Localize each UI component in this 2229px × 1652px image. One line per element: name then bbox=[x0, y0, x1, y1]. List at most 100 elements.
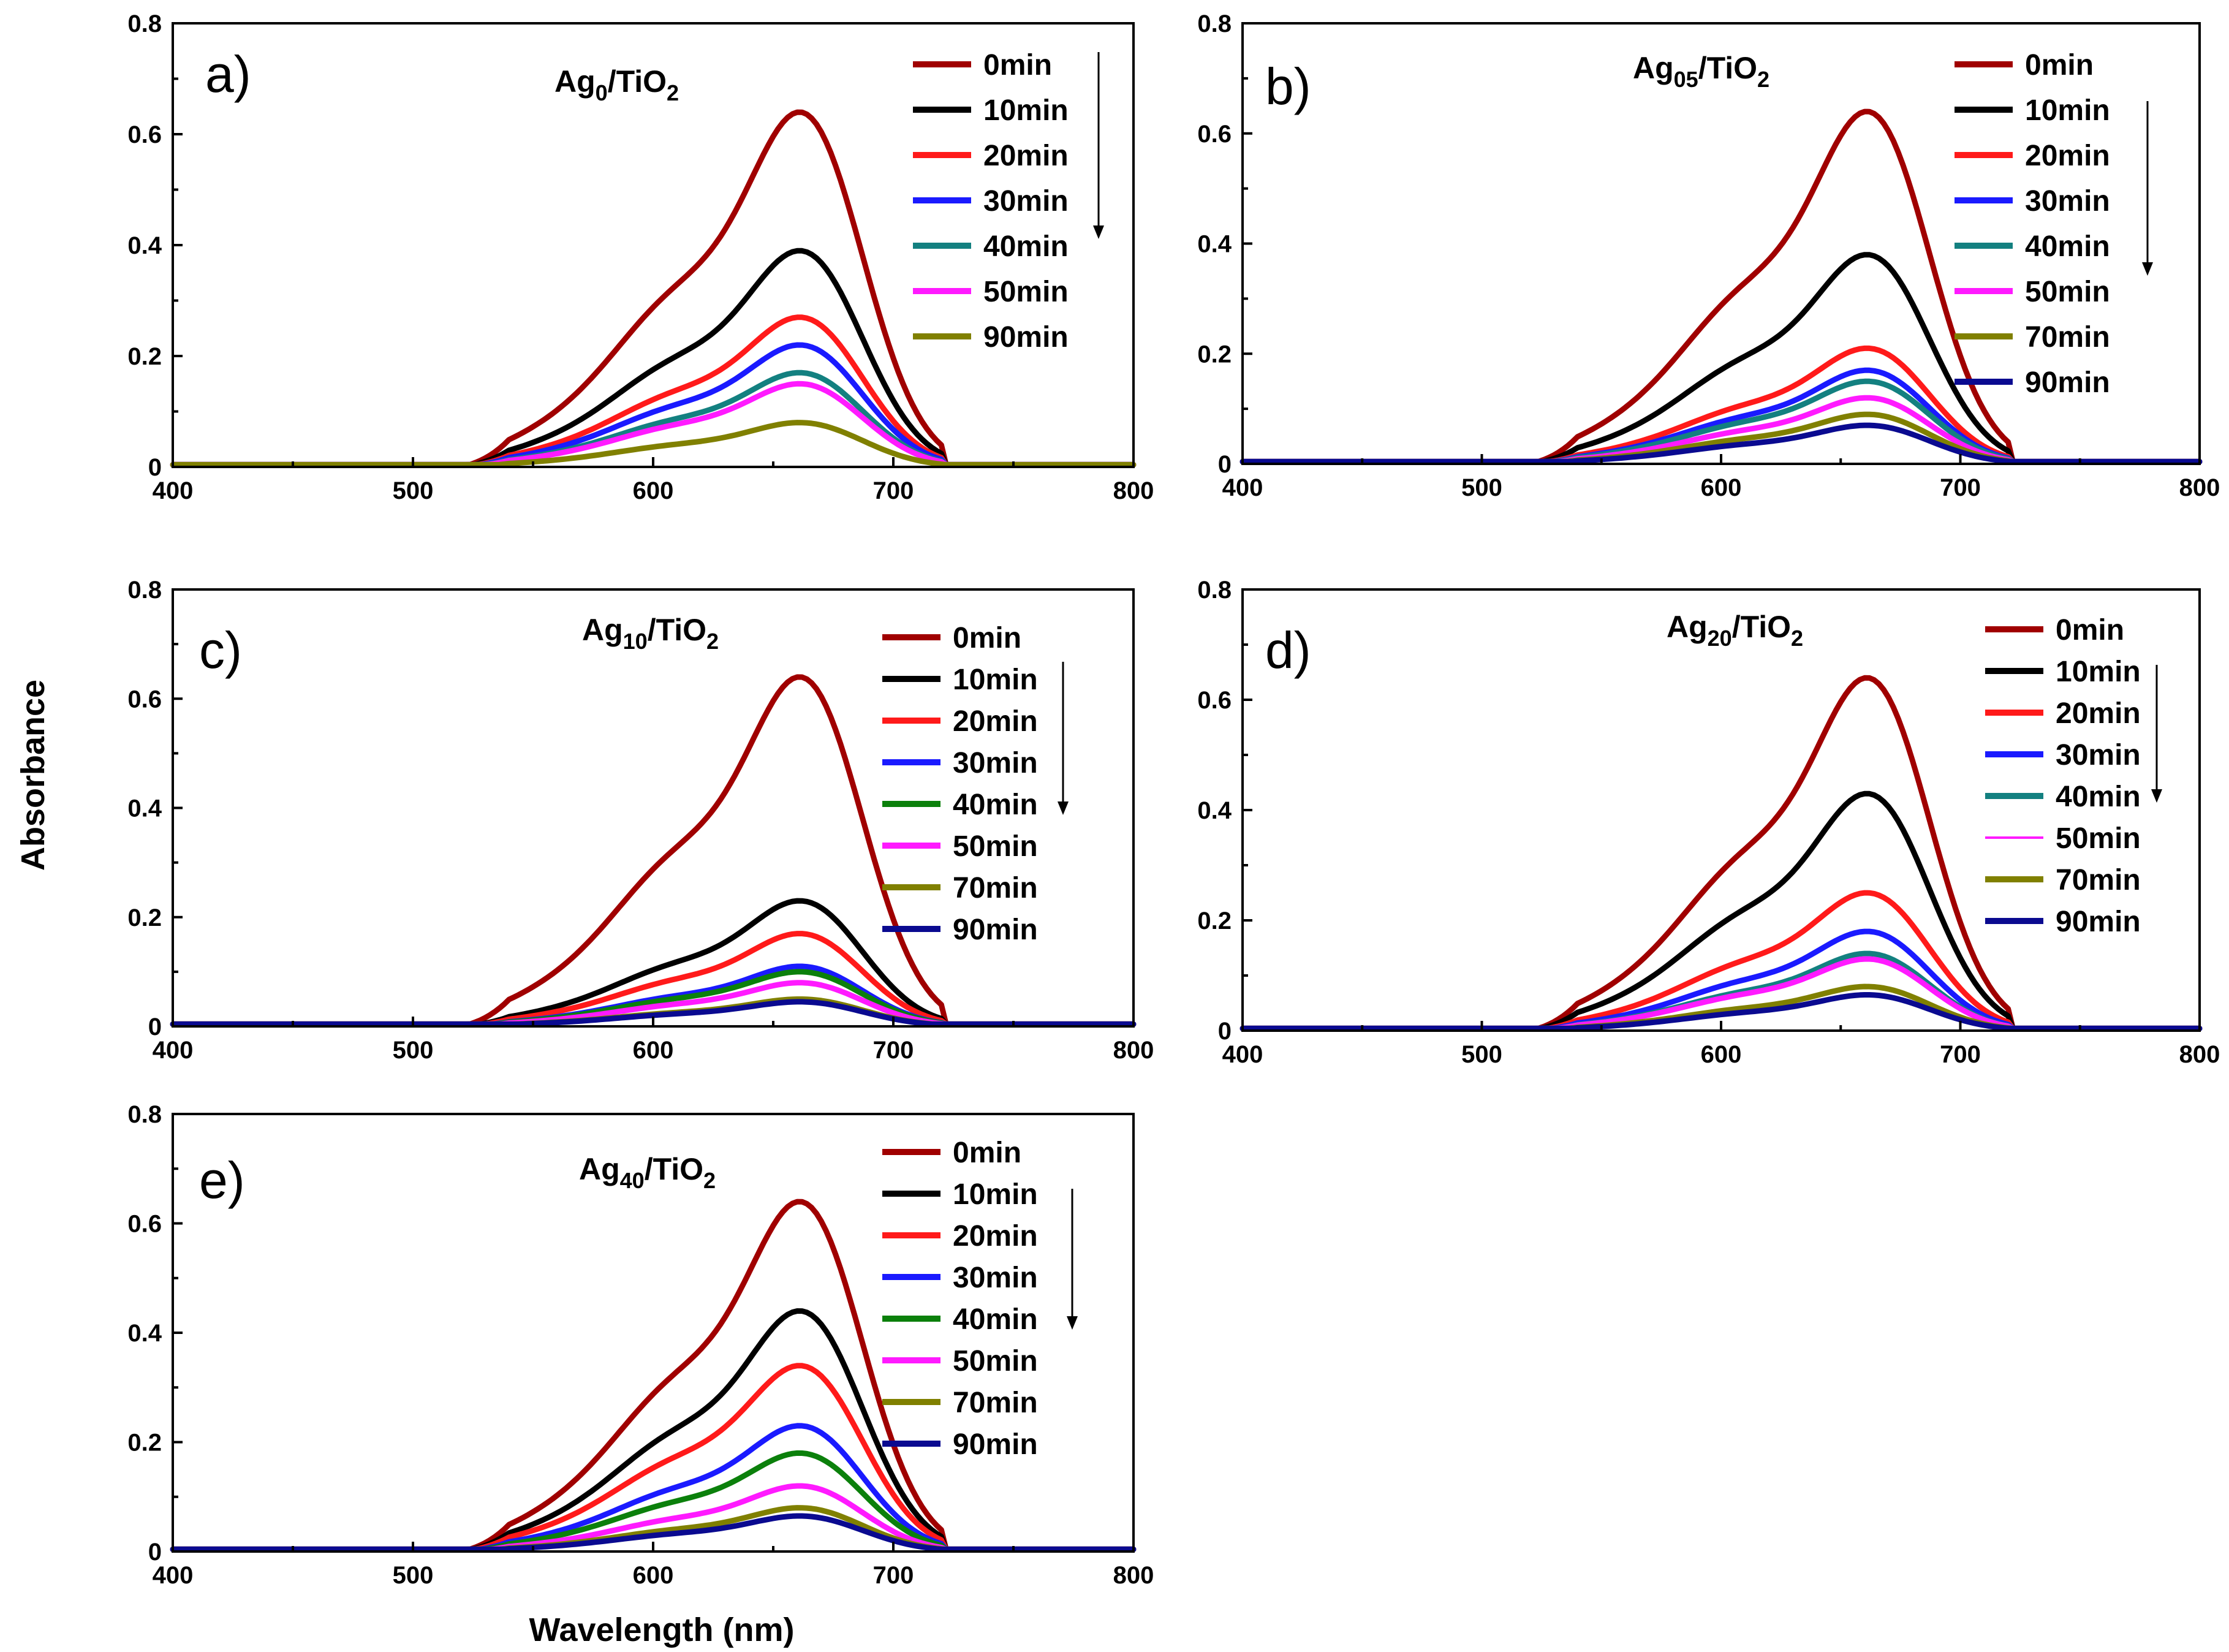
y-tick-label: 0.8 bbox=[127, 10, 162, 37]
panel-title: Ag20/TiO2 bbox=[1667, 610, 1803, 651]
x-tick-label: 500 bbox=[1461, 1041, 1502, 1068]
x-tick-label: 700 bbox=[873, 1562, 914, 1589]
legend-label-30min: 30min bbox=[2025, 185, 2110, 218]
legend-label-20min: 20min bbox=[983, 140, 1069, 172]
legend-label-40min: 40min bbox=[2056, 781, 2141, 813]
series-line-90min bbox=[170, 999, 1137, 1027]
legend-label-90min: 90min bbox=[953, 914, 1038, 946]
x-tick-label: 800 bbox=[1113, 1562, 1154, 1589]
x-tick-label: 700 bbox=[873, 1037, 914, 1064]
panels-group: 400 500 600 700 800 0 0.2 0.4 0.6 0.8 a) Ag0/TiO2 0m… bbox=[127, 10, 2220, 1589]
x-tick-label: 400 bbox=[153, 1037, 194, 1064]
series-line-90min bbox=[1239, 992, 2203, 1031]
y-tick-label: 0.8 bbox=[1197, 10, 1232, 37]
legend-label-40min: 40min bbox=[953, 789, 1038, 821]
series-line-40min bbox=[170, 369, 1137, 468]
x-tick-label: 800 bbox=[1113, 477, 1154, 504]
legend-label-30min: 30min bbox=[953, 747, 1038, 779]
chart-panel-d: 400 500 600 700 800 0 0.2 0.4 0.6 0.8 d) Ag20/TiO2 0… bbox=[1197, 577, 2220, 1068]
x-tick-label: 600 bbox=[1701, 474, 1742, 501]
panel-title: Ag0/TiO2 bbox=[554, 64, 679, 105]
legend-label-90min: 90min bbox=[953, 1428, 1038, 1461]
y-tick-label: 0.4 bbox=[127, 232, 162, 259]
legend-label-20min: 20min bbox=[2056, 697, 2141, 730]
chart-panel-b: 400 500 600 700 800 0 0.2 0.4 0.6 0.8 b) Ag05/TiO2 0… bbox=[1197, 10, 2220, 501]
panel-title: Ag40/TiO2 bbox=[579, 1152, 716, 1193]
legend-label-0min: 0min bbox=[2025, 49, 2094, 81]
legend-label-70min: 70min bbox=[953, 1387, 1038, 1419]
y-tick-label: 0.4 bbox=[1197, 797, 1232, 824]
legend-label-90min: 90min bbox=[2056, 906, 2141, 938]
legend-label-10min: 10min bbox=[953, 664, 1038, 696]
legend-label-30min: 30min bbox=[983, 185, 1069, 218]
chart-panel-a: 400 500 600 700 800 0 0.2 0.4 0.6 0.8 a) Ag0/TiO2 0m… bbox=[127, 10, 1154, 504]
legend-label-10min: 10min bbox=[953, 1178, 1038, 1211]
panel-label: a) bbox=[205, 45, 251, 103]
series-line-50min bbox=[1239, 395, 2203, 464]
y-tick-label: 0.4 bbox=[127, 1320, 162, 1347]
y-tick-label: 0.2 bbox=[127, 904, 162, 931]
y-tick-label: 0 bbox=[148, 1539, 162, 1566]
x-tick-label: 600 bbox=[633, 1562, 674, 1589]
x-tick-label: 400 bbox=[1222, 1041, 1263, 1068]
legend-label-40min: 40min bbox=[2025, 230, 2110, 263]
x-tick-label: 600 bbox=[633, 1037, 674, 1064]
legend-label-20min: 20min bbox=[953, 1220, 1038, 1252]
y-tick-label: 0.8 bbox=[1197, 577, 1232, 604]
trend-arrow-head bbox=[2151, 789, 2162, 803]
trend-arrow-head bbox=[1067, 1316, 1078, 1330]
y-tick-label: 0.8 bbox=[127, 577, 162, 604]
x-tick-label: 400 bbox=[153, 477, 194, 504]
y-tick-label: 0.8 bbox=[127, 1101, 162, 1128]
x-tick-label: 400 bbox=[153, 1562, 194, 1589]
legend-label-90min: 90min bbox=[983, 321, 1069, 354]
legend-label-40min: 40min bbox=[983, 230, 1069, 263]
x-tick-label: 500 bbox=[1461, 474, 1502, 501]
trend-arrow-head bbox=[1093, 225, 1104, 239]
legend-label-10min: 10min bbox=[2056, 656, 2141, 688]
x-tick-label: 700 bbox=[1940, 1041, 1981, 1068]
chart-panel-c: 400 500 600 700 800 0 0.2 0.4 0.6 0.8 c) Ag10/TiO2 0… bbox=[127, 577, 1154, 1064]
y-tick-label: 0.2 bbox=[127, 1430, 162, 1457]
y-tick-label: 0 bbox=[1218, 451, 1232, 478]
trend-arrow-head bbox=[2142, 262, 2153, 276]
y-tick-label: 0 bbox=[148, 1014, 162, 1040]
panel-title: Ag10/TiO2 bbox=[582, 613, 719, 654]
legend-label-40min: 40min bbox=[953, 1303, 1038, 1336]
y-tick-label: 0.6 bbox=[127, 1211, 162, 1238]
legend-label-20min: 20min bbox=[953, 705, 1038, 738]
y-tick-label: 0.4 bbox=[127, 795, 162, 822]
x-tick-label: 800 bbox=[2179, 474, 2220, 501]
x-tick-label: 800 bbox=[1113, 1037, 1154, 1064]
y-tick-label: 0.6 bbox=[1197, 687, 1232, 714]
y-tick-label: 0.6 bbox=[1197, 121, 1232, 148]
legend-label-70min: 70min bbox=[2025, 321, 2110, 354]
legend-label-50min: 50min bbox=[953, 830, 1038, 863]
legend-label-90min: 90min bbox=[2025, 366, 2110, 399]
legend-label-30min: 30min bbox=[2056, 739, 2141, 771]
legend-label-10min: 10min bbox=[983, 94, 1069, 127]
x-tick-label: 700 bbox=[1940, 474, 1981, 501]
x-tick-label: 800 bbox=[2179, 1041, 2220, 1068]
panel-label: c) bbox=[199, 621, 242, 679]
series-line-90min bbox=[170, 1513, 1137, 1552]
panel-label: d) bbox=[1265, 621, 1311, 679]
legend-label-70min: 70min bbox=[2056, 864, 2141, 896]
y-tick-label: 0.2 bbox=[127, 343, 162, 370]
x-axis-title: Wavelength (nm) bbox=[529, 1612, 794, 1648]
legend-label-0min: 0min bbox=[2056, 614, 2124, 646]
x-tick-label: 700 bbox=[873, 477, 914, 504]
x-tick-label: 600 bbox=[1701, 1041, 1742, 1068]
legend-label-50min: 50min bbox=[2025, 276, 2110, 308]
panel-label: e) bbox=[199, 1151, 245, 1209]
y-tick-label: 0 bbox=[1218, 1018, 1232, 1045]
legend-label-50min: 50min bbox=[2056, 822, 2141, 855]
panel-label: b) bbox=[1265, 58, 1311, 115]
x-tick-label: 500 bbox=[393, 1562, 434, 1589]
trend-arrow-head bbox=[1058, 801, 1069, 815]
series-line-20min bbox=[170, 931, 1137, 1027]
y-tick-label: 0.6 bbox=[127, 121, 162, 148]
legend-label-30min: 30min bbox=[953, 1262, 1038, 1294]
legend-label-20min: 20min bbox=[2025, 140, 2110, 172]
